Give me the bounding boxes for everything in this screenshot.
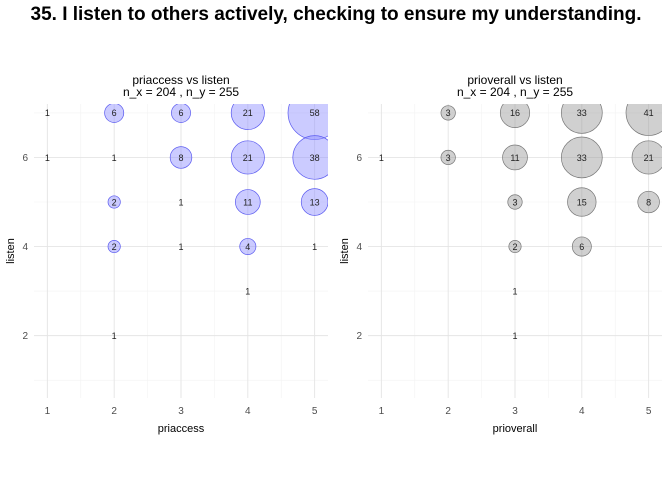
bubble-count-label: 16 <box>510 108 520 118</box>
bubble-point <box>499 104 531 128</box>
bubble-count-label: 1 <box>178 197 183 207</box>
bubble-point <box>300 188 328 216</box>
bubble-point <box>239 238 257 255</box>
x-tick-label: 3 <box>512 406 518 417</box>
bubble-count-label: 21 <box>644 153 654 163</box>
bubble-count-label: 1 <box>112 153 117 163</box>
bubble-count-label: 33 <box>577 108 587 118</box>
y-tick-label: 2 <box>22 331 28 342</box>
bubble-count-label: 15 <box>577 197 587 207</box>
bubble-point <box>107 240 121 254</box>
bubble-point <box>169 146 193 169</box>
bubble-point <box>440 105 456 121</box>
bubble-layer <box>440 104 662 257</box>
bubble-point <box>230 104 265 130</box>
bubble-point <box>637 190 660 214</box>
bubble-point <box>561 104 603 134</box>
bubble-point <box>104 104 125 123</box>
x-axis-label: priaccess <box>158 423 205 435</box>
panel-subtitle: n_x = 204 , n_y = 255 <box>123 85 239 99</box>
bubble-point <box>508 240 522 254</box>
y-axis-label: listen <box>5 238 17 264</box>
bubble-count-label: 3 <box>512 197 517 207</box>
bubble-count-label: 38 <box>310 153 320 163</box>
bubble-count-label: 11 <box>243 197 252 207</box>
y-tick-label: 6 <box>22 153 28 164</box>
bubble-count-label: 1 <box>245 286 250 296</box>
bubble-count-label: 58 <box>310 108 320 118</box>
bubble-point <box>171 104 191 123</box>
x-tick-label: 5 <box>646 406 652 417</box>
x-tick-label: 2 <box>445 406 451 417</box>
bubble-count-label: 1 <box>512 331 517 341</box>
y-tick-label: 2 <box>356 331 362 342</box>
bubble-point <box>571 236 592 257</box>
bubble-count-label: 8 <box>646 197 651 207</box>
x-axis-label: prioverall <box>493 423 538 435</box>
bubble-point <box>230 140 265 175</box>
bubble-point <box>287 104 328 140</box>
bubble-count-label: 1 <box>512 286 517 296</box>
y-tick-label: 4 <box>356 242 362 253</box>
bubble-count-label: 11 <box>510 153 519 163</box>
x-tick-label: 5 <box>312 406 318 417</box>
bubble-count-label: 3 <box>446 153 451 163</box>
bubble-point <box>507 194 523 210</box>
bubble-layer <box>104 104 328 255</box>
bubble-count-label: 6 <box>178 108 183 118</box>
bubble-point <box>107 195 121 209</box>
bubble-point <box>502 144 528 171</box>
y-axis-label: listen <box>339 238 351 264</box>
panel-title: priaccess vs listen <box>132 73 229 87</box>
bubble-point <box>631 140 662 175</box>
bubble-count-label: 21 <box>243 108 253 118</box>
bubble-count-label: 2 <box>112 242 117 252</box>
panel-subtitle: n_x = 204 , n_y = 255 <box>457 85 573 99</box>
bubble-count-label: 1 <box>178 242 183 252</box>
bubble-count-label: 33 <box>577 153 587 163</box>
bubble-count-label: 6 <box>579 242 584 252</box>
bubble-count-label: 41 <box>644 108 654 118</box>
x-tick-label: 4 <box>245 406 251 417</box>
figure-title: 35. I listen to others actively, checkin… <box>30 4 642 25</box>
bubble-point <box>567 187 597 217</box>
bubble-count-label: 2 <box>112 197 117 207</box>
bubble-count-label: 3 <box>446 108 451 118</box>
bubble-count-label: 1 <box>45 153 50 163</box>
bubble-count-label: 6 <box>112 108 117 118</box>
panel-title: prioverall vs listen <box>467 73 562 87</box>
bubble-count-label: 4 <box>245 242 250 252</box>
bubble-count-label: 13 <box>310 197 320 207</box>
bubble-point <box>440 149 456 166</box>
bubble-count-label: 1 <box>379 153 384 163</box>
bubble-point <box>292 135 328 180</box>
bubble-count-label: 21 <box>243 153 253 163</box>
x-tick-label: 4 <box>579 406 585 417</box>
x-tick-label: 1 <box>45 406 51 417</box>
bubble-count-label: 8 <box>178 153 183 163</box>
x-tick-label: 3 <box>178 406 184 417</box>
bubble-point <box>235 189 261 215</box>
bubble-count-label: 1 <box>45 108 50 118</box>
y-tick-label: 4 <box>22 242 28 253</box>
bubble-count-label: 1 <box>312 242 317 252</box>
x-tick-label: 1 <box>379 406 385 417</box>
bubble-point <box>561 136 603 179</box>
bubble-point <box>625 104 662 136</box>
x-tick-label: 2 <box>111 406 117 417</box>
y-tick-label: 6 <box>356 153 362 164</box>
bubble-count-label: 2 <box>512 242 517 252</box>
bubble-count-label: 1 <box>112 331 117 341</box>
